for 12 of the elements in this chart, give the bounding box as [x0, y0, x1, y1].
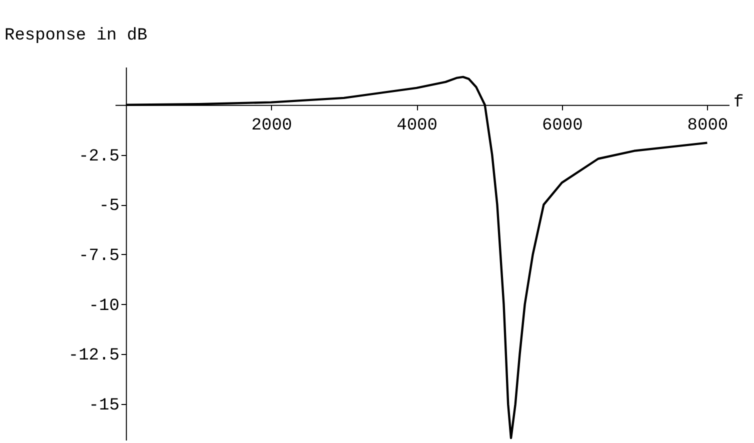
y-tick-label: -12.5 — [68, 346, 120, 366]
x-tick-label: 8000 — [687, 116, 728, 136]
y-tick-label: -10 — [88, 296, 120, 316]
y-tick-label: -7.5 — [78, 246, 120, 266]
x-axis-title: f — [734, 93, 744, 112]
y-tick-label: -15 — [88, 396, 120, 416]
y-axis-title: Response in dB — [4, 26, 148, 46]
y-tick-label: -2.5 — [78, 147, 120, 166]
x-tick-label: 4000 — [396, 116, 438, 136]
x-tick-label: 6000 — [542, 116, 583, 136]
y-tick-label: -5 — [98, 197, 120, 216]
x-tick-label: 2000 — [251, 116, 292, 136]
